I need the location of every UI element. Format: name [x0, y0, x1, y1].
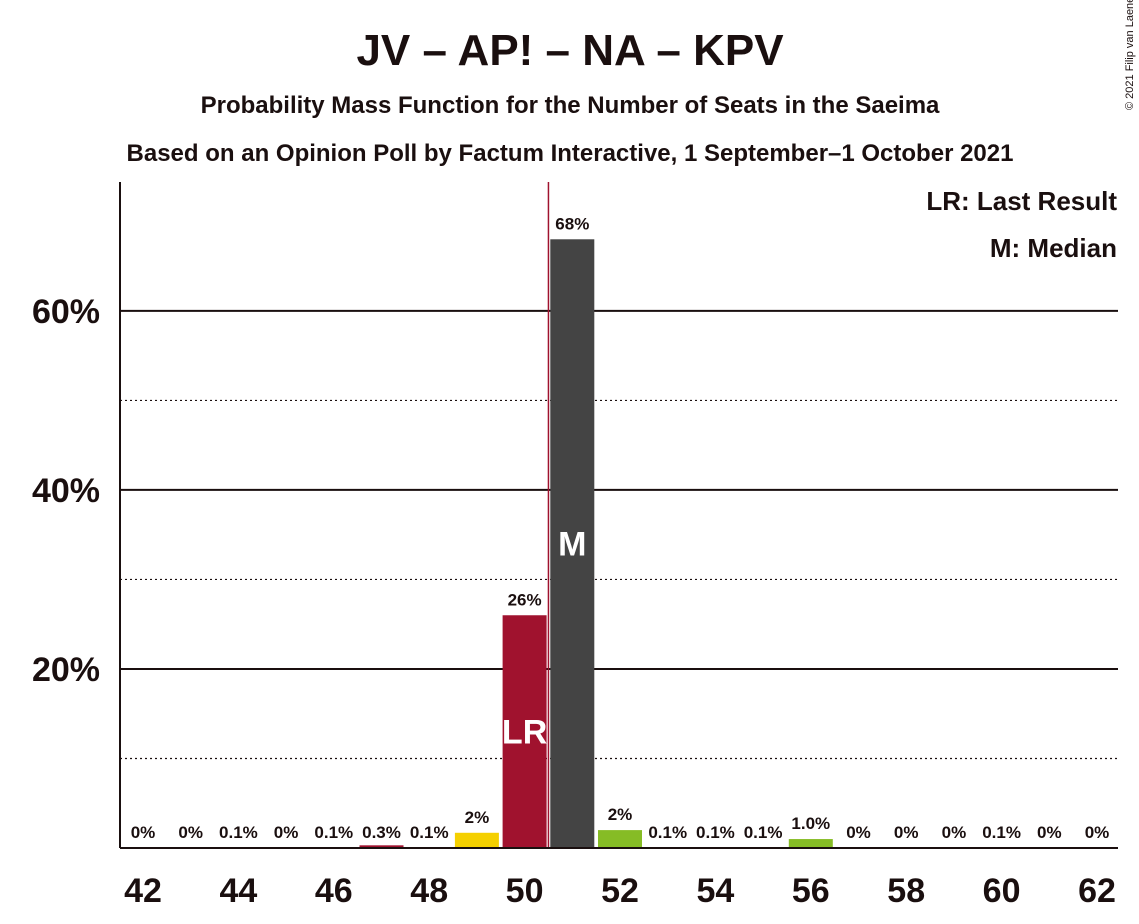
x-tick-label: 58	[887, 872, 925, 910]
chart-subtitle: Probability Mass Function for the Number…	[201, 92, 940, 119]
data-label-seat-42: 0%	[131, 823, 156, 842]
bars	[216, 239, 1024, 848]
data-label-seat-57: 0%	[846, 823, 871, 842]
legend-last-result: LR: Last Result	[926, 186, 1117, 216]
data-label-seat-60: 0.1%	[982, 823, 1021, 842]
bar-seat-51	[550, 239, 595, 848]
data-label-seat-53: 0.1%	[648, 823, 687, 842]
data-label-seat-47: 0.3%	[362, 823, 401, 842]
data-label-seat-52: 2%	[608, 805, 633, 824]
data-label-seat-44: 0.1%	[219, 823, 258, 842]
x-tick-label: 54	[696, 872, 734, 910]
bar-seat-49	[454, 832, 499, 848]
axes: 42 44 46 48 50 52 54 56 58 60 62	[119, 182, 1118, 910]
x-tick-label: 62	[1078, 872, 1116, 910]
x-tick-label: 56	[792, 872, 830, 910]
y-tick-label: 40%	[32, 472, 100, 510]
data-label-seat-43: 0%	[178, 823, 203, 842]
data-label-seat-49: 2%	[465, 808, 490, 827]
bar-marks: LR M	[502, 182, 586, 848]
bar-seat-50	[502, 615, 547, 848]
copyright-text: © 2021 Filip van Laenen	[1124, 0, 1136, 110]
chart-title: JV – AP! – NA – KPV	[356, 26, 784, 75]
x-tick-label: 44	[219, 872, 257, 910]
data-label-seat-48: 0.1%	[410, 823, 449, 842]
data-label-seat-62: 0%	[1085, 823, 1110, 842]
x-tick-label: 50	[506, 872, 544, 910]
data-label-seat-46: 0.1%	[314, 823, 353, 842]
data-label-seat-59: 0%	[942, 823, 967, 842]
median-mark: M	[558, 526, 586, 564]
x-tick-label: 60	[983, 872, 1021, 910]
data-label-seat-54: 0.1%	[696, 823, 735, 842]
bar-seat-52	[598, 830, 642, 848]
gridlines: 20% 40% 60%	[32, 293, 1118, 760]
y-tick-label: 20%	[32, 651, 100, 689]
x-tick-label: 52	[601, 872, 639, 910]
data-label-seat-61: 0%	[1037, 823, 1062, 842]
x-tick-label: 48	[410, 872, 448, 910]
data-label-seat-55: 0.1%	[744, 823, 783, 842]
y-tick-label: 60%	[32, 293, 100, 331]
bar-seat-56	[788, 839, 833, 848]
last-result-mark: LR	[502, 714, 547, 752]
data-labels: 0% 0% 0.1% 0% 0.1% 0.3% 0.1% 2% 26% 68% 2% 0.1% 0.1%…	[131, 214, 1110, 842]
data-label-seat-58: 0%	[894, 823, 919, 842]
bar-seat-47	[359, 845, 404, 848]
data-label-seat-56: 1.0%	[791, 814, 830, 833]
data-label-seat-45: 0%	[274, 823, 299, 842]
legend-median: M: Median	[990, 233, 1117, 263]
x-tick-label: 42	[124, 872, 162, 910]
data-label-seat-51: 68%	[555, 214, 589, 233]
chart-source: Based on an Opinion Poll by Factum Inter…	[127, 140, 1014, 167]
x-tick-label: 46	[315, 872, 353, 910]
data-label-seat-50: 26%	[508, 590, 542, 609]
